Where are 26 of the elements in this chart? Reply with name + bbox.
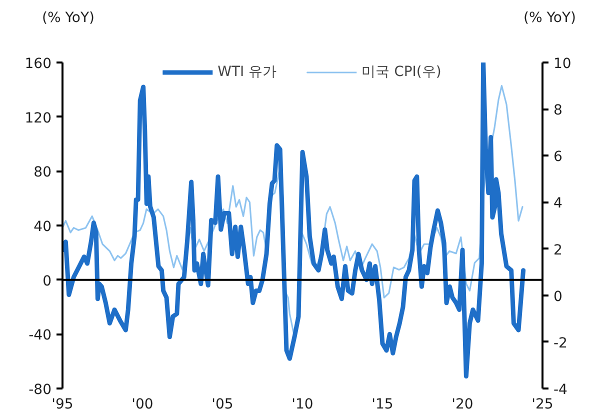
y-tick-label: -80 bbox=[28, 382, 52, 398]
y-tick-label: 0 bbox=[42, 273, 52, 290]
x-tick-label: '15 bbox=[372, 396, 394, 412]
y-tick-label: 120 bbox=[24, 110, 52, 126]
y2-tick-label: 8 bbox=[554, 102, 562, 119]
y2-tick-label: -4 bbox=[554, 382, 568, 398]
y2-tick-label: 10 bbox=[554, 56, 572, 72]
x-tick-label: '25 bbox=[532, 396, 554, 412]
x-tick-label: '20 bbox=[452, 396, 474, 412]
y2-tick-label: -2 bbox=[554, 335, 568, 352]
x-tick-label: '10 bbox=[292, 396, 314, 412]
y2-tick-label: 6 bbox=[554, 149, 562, 166]
x-tick-label: '95 bbox=[52, 396, 74, 412]
legend-label: WTI 유가 bbox=[218, 63, 277, 81]
y2-tick-label: 2 bbox=[554, 242, 562, 258]
x-tick-label: '05 bbox=[212, 396, 234, 412]
y-tick-label: 80 bbox=[34, 164, 52, 181]
y-tick-label: 160 bbox=[24, 56, 52, 72]
legend-label: 미국 CPI(우) bbox=[362, 63, 442, 81]
y-tick-label: -40 bbox=[28, 328, 52, 344]
y2-axis-title: (% YoY) bbox=[524, 9, 576, 28]
y2-tick-label: 0 bbox=[554, 288, 562, 305]
y-tick-label: 40 bbox=[34, 219, 52, 235]
y2-tick-label: 4 bbox=[554, 196, 562, 212]
x-tick-label: '00 bbox=[132, 396, 154, 412]
y-axis-title: (% YoY) bbox=[42, 9, 94, 28]
